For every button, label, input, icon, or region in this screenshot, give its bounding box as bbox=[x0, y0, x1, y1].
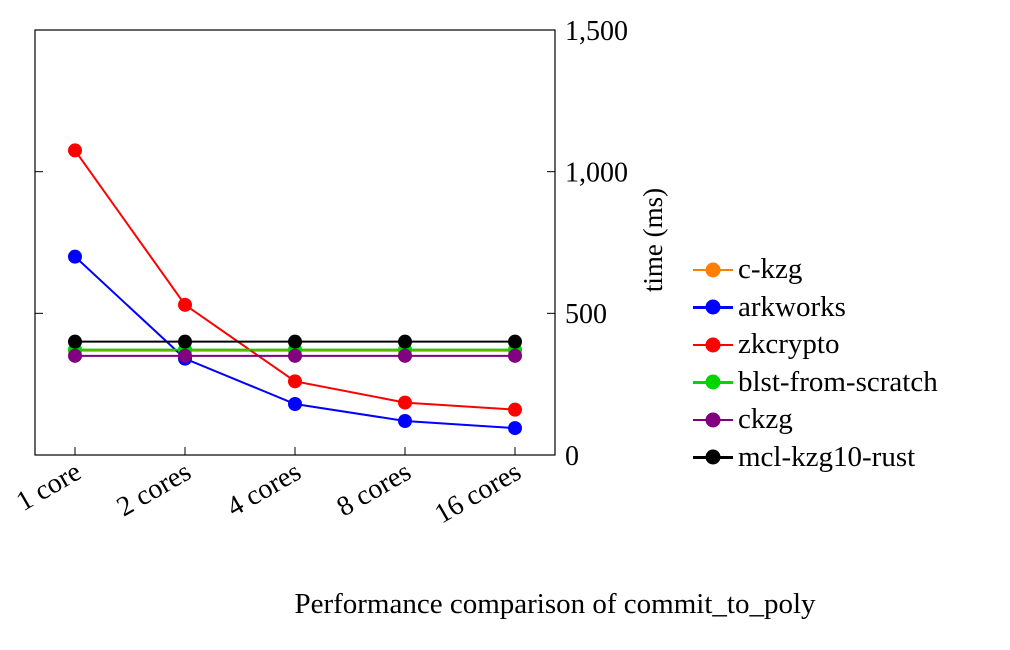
data-point-zkcrypto bbox=[68, 143, 82, 158]
data-point-ckzg bbox=[68, 348, 82, 363]
legend-line-marker bbox=[693, 374, 733, 390]
legend-label: ckzg bbox=[738, 403, 793, 436]
legend-dot-marker bbox=[705, 337, 721, 353]
legend-item: mcl-kzg10-rust bbox=[693, 439, 938, 477]
legend-item: c-kzg bbox=[693, 251, 938, 289]
x-tick-label: 1 core bbox=[11, 456, 86, 517]
legend-dot-marker bbox=[705, 299, 721, 315]
legend-line-marker bbox=[693, 299, 733, 315]
legend-dot-marker bbox=[705, 412, 721, 428]
x-tick-label: 4 cores bbox=[222, 456, 307, 523]
legend-item: blst-from-scratch bbox=[693, 364, 938, 402]
plot-dynamic-layer: 0 500 1,000 1,500 1 core 2 cores 4 cores 8 core… bbox=[11, 16, 628, 530]
data-point-zkcrypto bbox=[288, 374, 302, 389]
x-tick-label: 8 cores bbox=[332, 456, 417, 523]
legend: c-kzg arkworks zkcrypto blst-from-scratch ck… bbox=[693, 251, 938, 476]
x-tick-label: 2 cores bbox=[112, 456, 197, 523]
data-point-ckzg bbox=[398, 348, 412, 363]
y-tick-label: 500 bbox=[565, 299, 607, 330]
x-tick-label: 16 cores bbox=[430, 456, 527, 530]
y-tick-label: 0 bbox=[565, 441, 579, 472]
data-point-mcl-kzg10-rust bbox=[68, 334, 82, 349]
data-point-ckzg bbox=[508, 348, 522, 363]
data-point-zkcrypto bbox=[178, 297, 192, 312]
data-point-arkworks bbox=[288, 397, 302, 411]
legend-dot-marker bbox=[705, 449, 721, 465]
chart-title: Performance comparison of commit_to_poly bbox=[294, 588, 816, 620]
y-tick-label: 1,500 bbox=[565, 16, 628, 47]
data-point-mcl-kzg10-rust bbox=[178, 334, 192, 349]
plot-frame bbox=[34, 29, 556, 456]
data-point-arkworks bbox=[68, 249, 82, 264]
data-point-zkcrypto bbox=[398, 395, 412, 410]
legend-item: zkcrypto bbox=[693, 326, 938, 364]
data-point-arkworks bbox=[508, 421, 522, 436]
data-point-zkcrypto bbox=[508, 402, 522, 417]
legend-item: arkworks bbox=[693, 289, 938, 327]
legend-label: blst-from-scratch bbox=[738, 365, 938, 398]
legend-dot-marker bbox=[705, 374, 721, 390]
data-point-mcl-kzg10-rust bbox=[398, 334, 412, 349]
y-axis-label: time (ms) bbox=[638, 188, 668, 292]
data-point-arkworks bbox=[398, 414, 412, 428]
legend-line-marker bbox=[693, 449, 733, 465]
data-point-ckzg bbox=[178, 348, 192, 363]
legend-label: c-kzg bbox=[738, 253, 803, 286]
data-point-mcl-kzg10-rust bbox=[288, 334, 302, 349]
legend-label: mcl-kzg10-rust bbox=[738, 440, 916, 473]
legend-line-marker bbox=[693, 412, 733, 428]
data-point-mcl-kzg10-rust bbox=[508, 334, 522, 349]
legend-label: arkworks bbox=[738, 290, 846, 323]
legend-dot-marker bbox=[705, 262, 721, 278]
data-point-ckzg bbox=[288, 348, 302, 363]
legend-item: ckzg bbox=[693, 401, 938, 439]
legend-line-marker bbox=[693, 337, 733, 353]
y-tick-label: 1,000 bbox=[565, 157, 628, 188]
legend-label: zkcrypto bbox=[738, 328, 840, 361]
series-line-zkcrypto bbox=[74, 149, 516, 411]
legend-line-marker bbox=[693, 262, 733, 278]
